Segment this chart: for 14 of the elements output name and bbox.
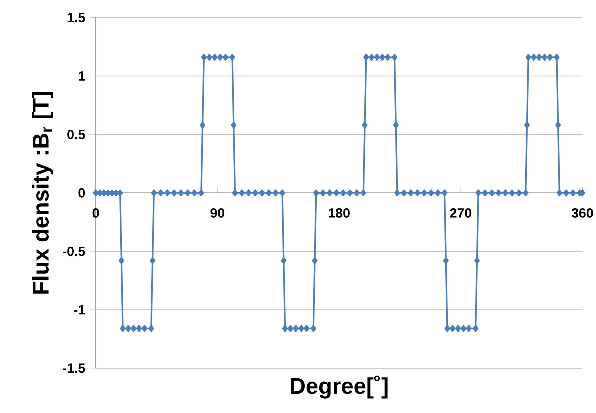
y-tick-label: -1 — [74, 305, 86, 315]
x-tick-label: 90 — [210, 208, 225, 218]
y-tick-label: 0.5 — [68, 130, 86, 140]
y-tick-label: -1.5 — [63, 364, 86, 374]
x-tick-label: 180 — [329, 208, 350, 218]
x-axis-title: Degree[˚] — [291, 376, 388, 399]
y-tick-label: 1 — [79, 72, 86, 81]
x-tick-label: 270 — [450, 208, 472, 218]
y-tick-label: -0.5 — [63, 246, 86, 256]
y-tick-label: 1.5 — [68, 13, 86, 22]
x-tick-label: 360 — [572, 208, 594, 218]
y-tick-label: 0 — [78, 188, 86, 198]
x-tick-label: 0 — [92, 208, 100, 218]
y-axis-title: Flux density :B$_{r}$ [T] — [32, 92, 54, 294]
